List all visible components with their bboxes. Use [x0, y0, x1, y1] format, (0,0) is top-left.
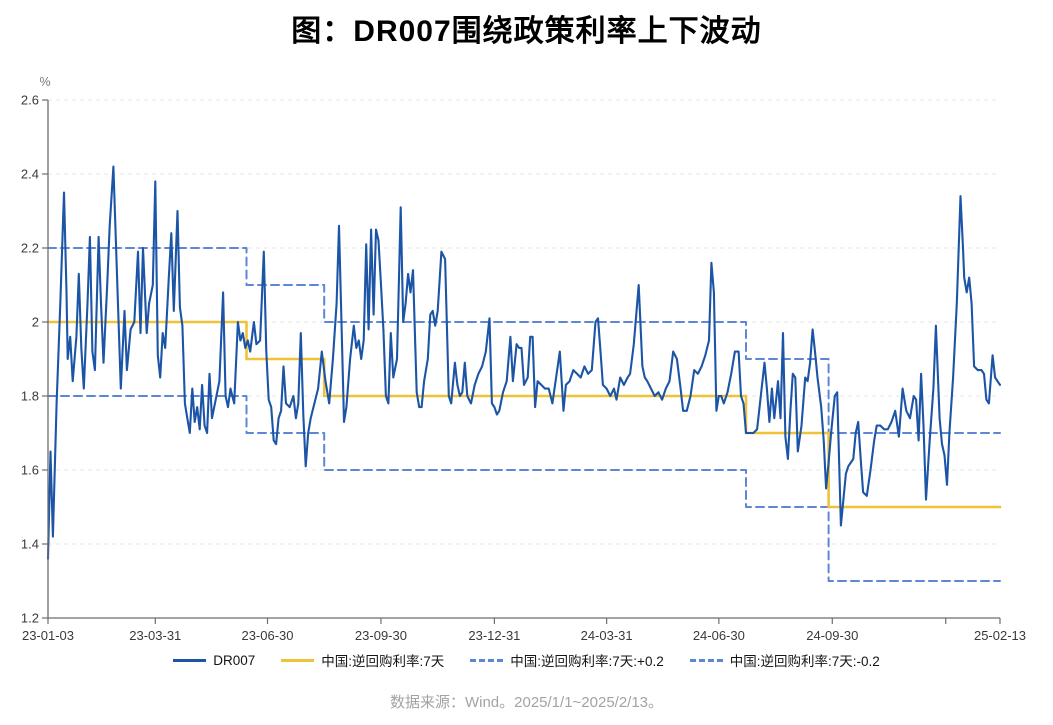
svg-text:%: %: [39, 75, 50, 89]
lower-band-dashed-swatch-icon: [689, 658, 723, 662]
svg-text:23-12-31: 23-12-31: [468, 628, 520, 643]
svg-text:1.6: 1.6: [21, 463, 39, 478]
svg-text:1.2: 1.2: [21, 611, 39, 626]
svg-text:2.2: 2.2: [21, 241, 39, 256]
legend-item-policy-rate: 中国:逆回购利率:7天: [281, 650, 444, 670]
legend-label-dr007: DR007: [213, 652, 256, 668]
chart-legend: DR007 中国:逆回购利率:7天 中国:逆回购利率:7天:+0.2 中国:逆回…: [0, 650, 1053, 670]
legend-item-lower-band: 中国:逆回购利率:7天:-0.2: [689, 650, 880, 670]
legend-label-upper-band: 中国:逆回购利率:7天:+0.2: [510, 654, 664, 669]
svg-text:2.4: 2.4: [21, 167, 39, 182]
legend-item-dr007: DR007: [173, 653, 255, 668]
legend-label-policy-rate: 中国:逆回购利率:7天: [321, 654, 445, 669]
svg-text:24-09-30: 24-09-30: [806, 628, 858, 643]
svg-text:23-06-30: 23-06-30: [241, 628, 293, 643]
upper-band-dashed-swatch-icon: [470, 658, 504, 662]
svg-text:23-09-30: 23-09-30: [355, 628, 407, 643]
policy-rate-line-swatch-icon: [281, 658, 315, 662]
svg-text:1.8: 1.8: [21, 389, 39, 404]
dr007-line-swatch-icon: [173, 658, 207, 662]
legend-item-upper-band: 中国:逆回购利率:7天:+0.2: [470, 650, 664, 670]
svg-text:23-03-31: 23-03-31: [129, 628, 181, 643]
svg-text:2.6: 2.6: [21, 93, 39, 108]
chart-title: 图：DR007围绕政策利率上下波动: [291, 15, 762, 48]
svg-text:1.4: 1.4: [21, 537, 39, 552]
legend-label-lower-band: 中国:逆回购利率:7天:-0.2: [729, 654, 880, 669]
svg-text:25-02-13: 25-02-13: [974, 628, 1026, 643]
data-source-note: 数据来源：Wind。2025/1/1~2025/2/13。: [389, 694, 664, 711]
svg-text:24-03-31: 24-03-31: [581, 628, 633, 643]
svg-text:2: 2: [32, 315, 39, 330]
svg-text:24-06-30: 24-06-30: [693, 628, 745, 643]
svg-text:23-01-03: 23-01-03: [22, 628, 74, 643]
